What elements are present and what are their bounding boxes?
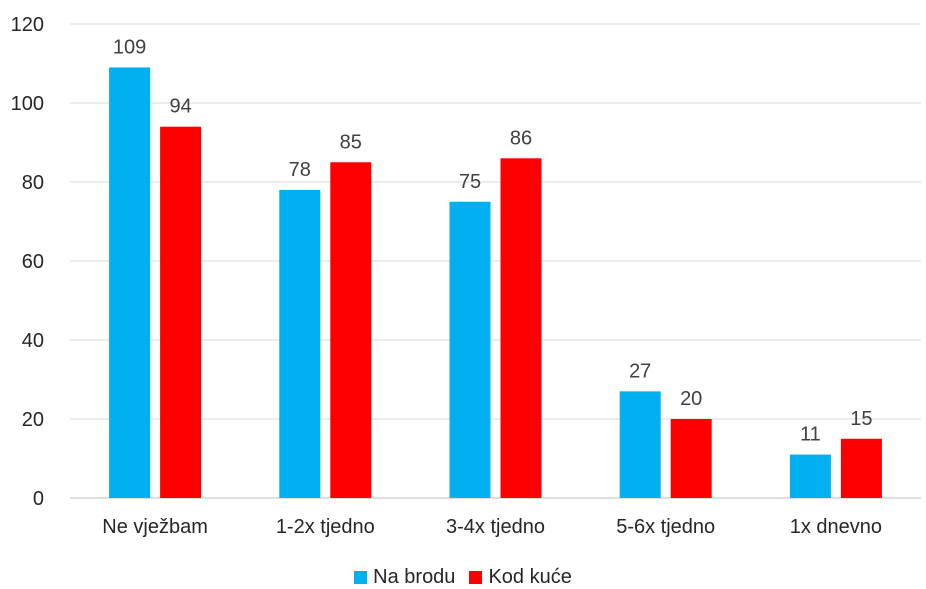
- legend-swatch-na-brodu: [354, 570, 368, 584]
- y-tick-label: 40: [22, 330, 44, 352]
- legend-label-na-brodu: Na brodu: [373, 565, 456, 588]
- legend-item-na-brodu: Na brodu: [354, 566, 455, 589]
- bar-na-brodu: [789, 454, 831, 498]
- data-label: 86: [510, 127, 532, 149]
- y-tick-label: 60: [22, 251, 44, 273]
- data-label: 20: [680, 388, 702, 410]
- y-tick-label: 20: [22, 409, 44, 431]
- legend-swatch-kod-kuce: [469, 570, 483, 584]
- bar-kod-kuce: [500, 158, 542, 499]
- x-tick-label: 3-4x tjedno: [446, 516, 545, 538]
- data-label: 27: [629, 360, 651, 382]
- data-label: 109: [113, 36, 146, 58]
- legend-item-kod-kuce: Kod kuće: [469, 565, 572, 589]
- bar-na-brodu: [109, 67, 151, 498]
- bar-na-brodu: [619, 391, 661, 498]
- bar-kod-kuce: [330, 162, 372, 498]
- y-tick-label: 120: [11, 14, 44, 36]
- x-tick-label: 5-6x tjedno: [616, 516, 715, 538]
- bar-kod-kuce: [160, 126, 202, 498]
- x-tick-label: Ne vježbam: [102, 516, 208, 538]
- bar-kod-kuce: [840, 438, 882, 498]
- data-label: 85: [340, 131, 362, 153]
- bar-na-brodu: [279, 189, 321, 498]
- bar-chart: 0 20 40 60 80 100 120 109 94 78 85 75 86 27 20 11 15 Ne…: [11, 14, 921, 538]
- x-tick-label: 1x dnevno: [790, 516, 882, 538]
- data-label: 75: [459, 171, 481, 193]
- legend: Na brodu Kod kuće: [0, 565, 926, 589]
- bar-kod-kuce: [670, 419, 712, 498]
- y-tick-label: 80: [22, 172, 44, 194]
- x-tick-label: 1-2x tjedno: [276, 516, 375, 538]
- x-axis: Ne vježbam 1-2x tjedno 3-4x tjedno 5-6x tje…: [102, 516, 882, 538]
- gridlines: [70, 23, 921, 499]
- data-label: 94: [169, 96, 191, 118]
- bars: [109, 67, 882, 499]
- y-tick-label: 0: [33, 488, 44, 510]
- data-label: 78: [289, 159, 311, 181]
- data-labels: 109 94 78 85 75 86 27 20 11 15: [113, 36, 873, 445]
- data-label: 15: [850, 408, 872, 430]
- data-label: 11: [800, 424, 821, 446]
- y-axis: 0 20 40 60 80 100 120: [11, 14, 44, 510]
- bar-na-brodu: [449, 201, 491, 498]
- legend-label-kod-kuce: Kod kuće: [488, 565, 572, 588]
- y-tick-label: 100: [11, 93, 44, 115]
